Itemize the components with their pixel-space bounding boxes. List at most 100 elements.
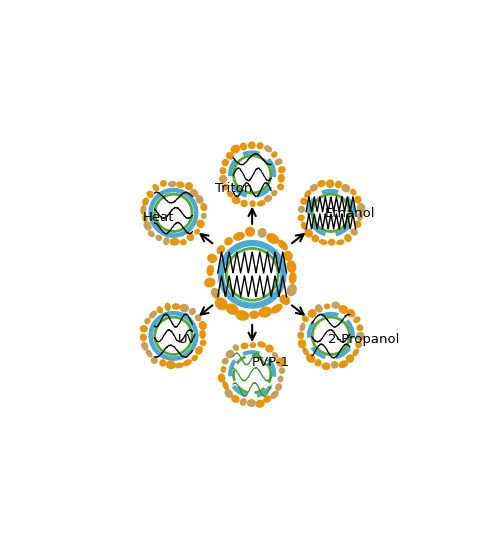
Polygon shape [185,182,193,190]
Polygon shape [324,304,331,310]
Text: Ethanol: Ethanol [325,207,375,220]
Polygon shape [271,152,277,158]
Polygon shape [245,226,255,237]
Polygon shape [144,221,152,231]
Polygon shape [227,190,234,197]
Polygon shape [264,146,272,153]
Polygon shape [275,383,282,391]
Polygon shape [222,159,229,166]
Polygon shape [226,304,239,315]
Polygon shape [258,306,272,318]
Polygon shape [247,399,256,407]
Polygon shape [341,184,350,193]
Polygon shape [317,180,326,187]
Circle shape [138,301,209,371]
Polygon shape [272,352,278,359]
Polygon shape [146,349,153,358]
Polygon shape [322,362,330,370]
Polygon shape [289,272,297,284]
Polygon shape [352,348,359,356]
Polygon shape [232,196,241,205]
Polygon shape [353,316,361,323]
Polygon shape [298,339,307,348]
Polygon shape [207,254,217,263]
Polygon shape [199,321,207,330]
Polygon shape [191,354,198,361]
Polygon shape [235,310,249,321]
Polygon shape [155,235,162,241]
Polygon shape [344,234,352,242]
Polygon shape [147,191,154,198]
Polygon shape [249,342,256,348]
Circle shape [217,139,287,210]
Text: 2-Propanol: 2-Propanol [329,333,400,346]
Polygon shape [233,344,239,351]
Circle shape [225,247,279,302]
Polygon shape [149,311,157,319]
Polygon shape [248,142,256,149]
Polygon shape [346,354,354,363]
Polygon shape [271,304,282,313]
Polygon shape [276,358,284,367]
Polygon shape [218,374,225,382]
Polygon shape [140,334,147,341]
Polygon shape [224,237,233,246]
Polygon shape [240,200,248,207]
Polygon shape [141,341,148,350]
Polygon shape [275,159,282,165]
Polygon shape [306,353,315,363]
Polygon shape [314,359,322,366]
Polygon shape [350,228,358,236]
Polygon shape [204,278,215,288]
Polygon shape [195,315,201,322]
Text: Triton: Triton [215,182,252,195]
Polygon shape [195,195,204,204]
Polygon shape [311,235,319,242]
Polygon shape [200,203,207,211]
Polygon shape [258,228,267,238]
Polygon shape [168,181,177,187]
Circle shape [138,178,209,248]
Polygon shape [144,318,151,324]
Polygon shape [350,189,357,196]
Polygon shape [140,325,148,333]
Polygon shape [354,220,362,228]
Polygon shape [231,395,240,403]
Polygon shape [256,142,264,149]
Polygon shape [142,197,149,206]
Polygon shape [336,240,344,245]
Polygon shape [222,381,229,391]
Polygon shape [277,183,284,190]
Polygon shape [326,179,335,188]
Polygon shape [159,359,166,366]
Polygon shape [151,357,158,364]
Polygon shape [277,240,288,251]
Circle shape [154,316,193,356]
Circle shape [296,301,366,371]
Polygon shape [301,222,308,230]
Circle shape [312,194,350,232]
Polygon shape [271,190,277,196]
Polygon shape [356,324,364,331]
Polygon shape [142,214,148,222]
Polygon shape [357,211,363,221]
Polygon shape [266,233,279,244]
Polygon shape [153,184,159,191]
Circle shape [154,193,193,232]
Polygon shape [240,398,247,406]
Polygon shape [278,367,285,374]
Polygon shape [200,340,207,346]
Polygon shape [264,195,272,202]
Polygon shape [194,229,200,235]
Polygon shape [180,304,189,312]
Polygon shape [300,197,308,205]
Polygon shape [277,375,283,382]
Polygon shape [233,232,245,241]
Polygon shape [302,316,309,322]
Polygon shape [180,239,187,246]
Polygon shape [356,331,365,341]
Polygon shape [186,233,194,241]
Polygon shape [199,329,206,339]
Polygon shape [140,205,147,215]
Circle shape [296,178,366,248]
